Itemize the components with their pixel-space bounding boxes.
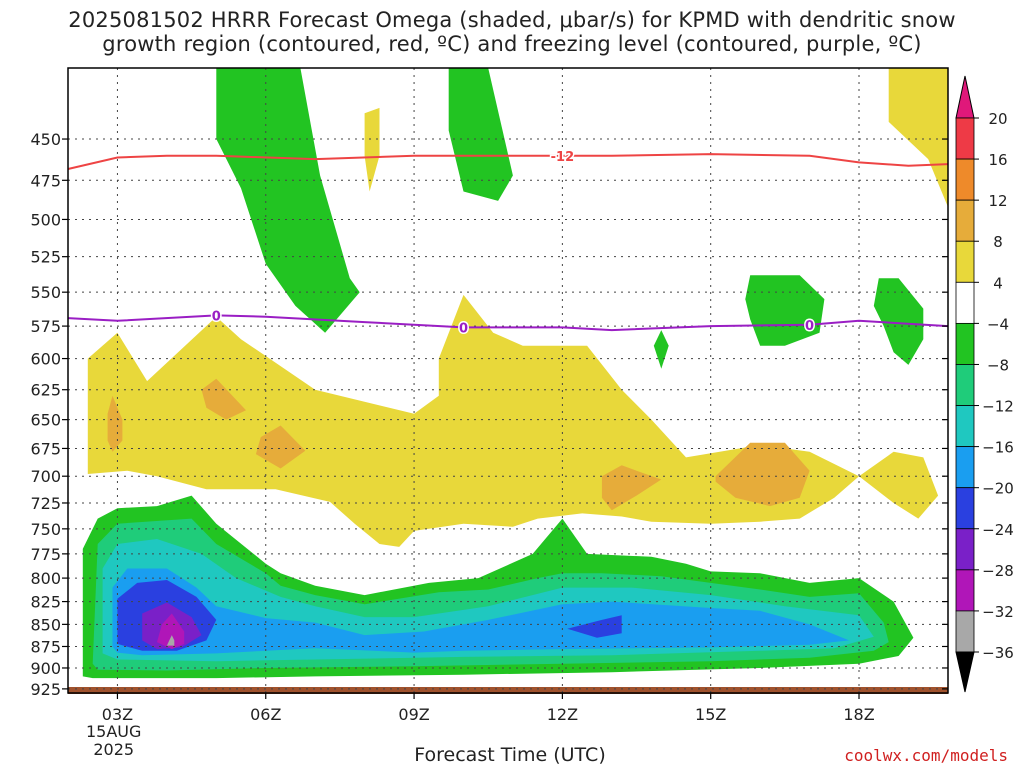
y-tick-label: 800 xyxy=(30,569,61,588)
omega-region xyxy=(745,275,825,346)
y-tick-label: 500 xyxy=(30,210,61,229)
title-line-2: growth region (contoured, red, ºC) and f… xyxy=(102,32,922,56)
colorbar-swatch xyxy=(955,569,975,612)
y-tick-label: 825 xyxy=(30,593,61,612)
omega-region xyxy=(601,465,662,511)
colorbar: 20 16 12 8 4 −4 −8 −12 −16 −20 −24 −28 −32 −36 xyxy=(955,75,1014,693)
colorbar-label: 4 xyxy=(993,274,1003,292)
x-tick-label: 18Z xyxy=(843,705,874,724)
colorbar-label: −28 xyxy=(982,562,1014,580)
y-tick-label: 900 xyxy=(30,659,61,678)
colorbar-label: −36 xyxy=(982,644,1014,662)
terrain-strip xyxy=(68,687,948,694)
colorbar-swatch xyxy=(955,528,975,571)
colorbar-label: −20 xyxy=(982,480,1014,498)
y-tick-label: 675 xyxy=(30,439,61,458)
colorbar-label: 20 xyxy=(988,110,1007,128)
omega-region xyxy=(107,395,123,452)
y-tick-label: 550 xyxy=(30,283,61,302)
omega-region xyxy=(715,442,810,507)
y-tick-label: 525 xyxy=(30,248,61,267)
omega-region xyxy=(888,68,948,208)
x-tick-label: 03Z xyxy=(102,705,133,724)
x-tick-label: 12Z xyxy=(547,705,578,724)
y-tick-label: 925 xyxy=(30,680,61,699)
y-tick-label: 650 xyxy=(30,411,61,430)
y-tick-label: 575 xyxy=(30,317,61,336)
y-tick-label: 725 xyxy=(30,494,61,513)
y-tick-label: 850 xyxy=(30,615,61,634)
colorbar-swatch xyxy=(955,487,975,530)
page-title: 2025081502 HRRR Forecast Omega (shaded, … xyxy=(0,8,1024,56)
omega-region xyxy=(216,68,360,333)
omega-region xyxy=(201,378,246,420)
colorbar-label: −8 xyxy=(987,356,1009,374)
x-tick-label: 09Z xyxy=(398,705,429,724)
contour-label: -12 xyxy=(551,150,575,165)
colorbar-arrow-bottom xyxy=(955,651,975,693)
date-label: 15AUG 2025 xyxy=(86,723,141,759)
colorbar-swatch xyxy=(955,281,975,324)
contour-label: 0 xyxy=(212,309,221,324)
colorbar-label: 12 xyxy=(988,192,1007,210)
omega-region xyxy=(567,615,622,638)
date-day: 15AUG xyxy=(86,722,142,741)
colorbar-swatch xyxy=(955,322,975,365)
omega-region xyxy=(255,425,306,469)
omega-region xyxy=(157,613,185,650)
x-axis-label: Forecast Time (UTC) xyxy=(414,744,606,766)
omega-region xyxy=(873,278,924,365)
y-tick-label: 750 xyxy=(30,520,61,539)
colorbar-label: 8 xyxy=(993,233,1003,251)
colorbar-label: −24 xyxy=(982,521,1014,539)
y-tick-label: 700 xyxy=(30,467,61,486)
omega-shading xyxy=(68,68,948,694)
colorbar-swatch xyxy=(955,446,975,489)
omega-region xyxy=(653,330,669,369)
y-tick-label: 775 xyxy=(30,545,61,564)
colorbar-swatch xyxy=(955,117,975,160)
x-tick-label: 15Z xyxy=(695,705,726,724)
y-tick-label: 600 xyxy=(30,350,61,369)
y-tick-label: 875 xyxy=(30,637,61,656)
colorbar-label: 16 xyxy=(988,151,1007,169)
y-tick-label: 450 xyxy=(30,130,61,149)
contour-label: 0 xyxy=(459,321,468,336)
colorbar-swatch xyxy=(955,240,975,283)
colorbar-swatch xyxy=(955,158,975,201)
y-tick-label: 625 xyxy=(30,381,61,400)
omega-region xyxy=(112,568,850,656)
contour-label: 0 xyxy=(805,319,814,334)
colorbar-swatch xyxy=(955,364,975,406)
colorbar-label: −32 xyxy=(982,603,1014,621)
credit-link[interactable]: coolwx.com/models xyxy=(844,746,1008,765)
contour-line xyxy=(67,153,949,170)
x-tick-label: 06Z xyxy=(250,705,281,724)
plot-frame xyxy=(67,67,949,694)
omega-region xyxy=(364,107,380,192)
axes: 450 475 500 525 550 575 600 625 650 675 700 725 750 7… xyxy=(30,67,949,724)
contour-lines: -12 0 0 0 xyxy=(67,148,949,338)
y-tick-label: 475 xyxy=(30,171,61,190)
colorbar-swatch xyxy=(955,610,975,653)
colorbar-label: −4 xyxy=(987,315,1009,333)
omega-region xyxy=(448,68,513,201)
colorbar-arrow-top xyxy=(955,75,975,119)
colorbar-label: −12 xyxy=(982,398,1014,416)
contour-line xyxy=(67,314,949,332)
date-year: 2025 xyxy=(93,740,135,759)
colorbar-swatch xyxy=(955,199,975,242)
colorbar-swatch xyxy=(955,405,975,448)
omega-region xyxy=(166,635,175,646)
title-line-1: 2025081502 HRRR Forecast Omega (shaded, … xyxy=(68,8,956,32)
colorbar-label: −16 xyxy=(982,439,1014,457)
